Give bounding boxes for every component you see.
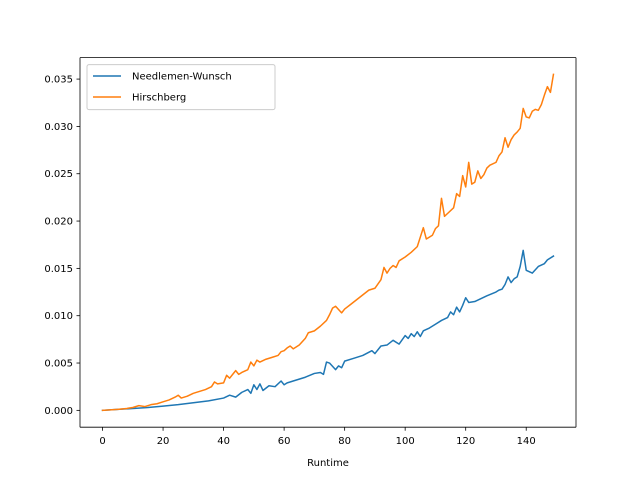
x-tick-label: 100 (396, 436, 415, 447)
series-layer (101, 73, 555, 412)
legend-label-needleman-wunsch: Needlemen-Wunsch (132, 72, 232, 83)
x-tick-label: 140 (517, 436, 536, 447)
x-tick-label: 40 (217, 436, 230, 447)
legend-frame (86, 64, 276, 111)
x-tick-label: 20 (157, 436, 170, 447)
legend-label-hirschberg: Hirschberg (132, 93, 186, 104)
x-tick-label: 60 (278, 436, 291, 447)
y-axis-ticks: 0.000 0.005 0.010 0.015 0.020 0.025 0.030 0.035 (44, 75, 80, 417)
y-tick-label: 0.015 (44, 264, 73, 275)
y-tick-label: 0.000 (44, 406, 73, 417)
y-tick-label: 0.025 (44, 169, 73, 180)
axes-frame (79, 57, 577, 428)
x-tick-label: 120 (456, 436, 475, 447)
legend: Needlemen-Wunsch Hirschberg (86, 64, 276, 111)
x-tick-label: 80 (338, 436, 351, 447)
series-line-hirschberg (101, 73, 555, 412)
y-tick-label: 0.030 (44, 122, 73, 133)
x-axis-title: Runtime (307, 458, 349, 469)
series-line-needlemen-wunsch (101, 249, 555, 412)
y-tick-label: 0.035 (44, 75, 73, 86)
plot-area (80, 57, 576, 428)
y-tick-label: 0.020 (44, 217, 73, 228)
x-tick-label: 0 (99, 436, 105, 447)
y-tick-label: 0.010 (44, 311, 73, 322)
x-axis-ticks: 0 20 40 60 80 100 120 140 (99, 427, 536, 447)
y-tick-label: 0.005 (44, 359, 73, 370)
